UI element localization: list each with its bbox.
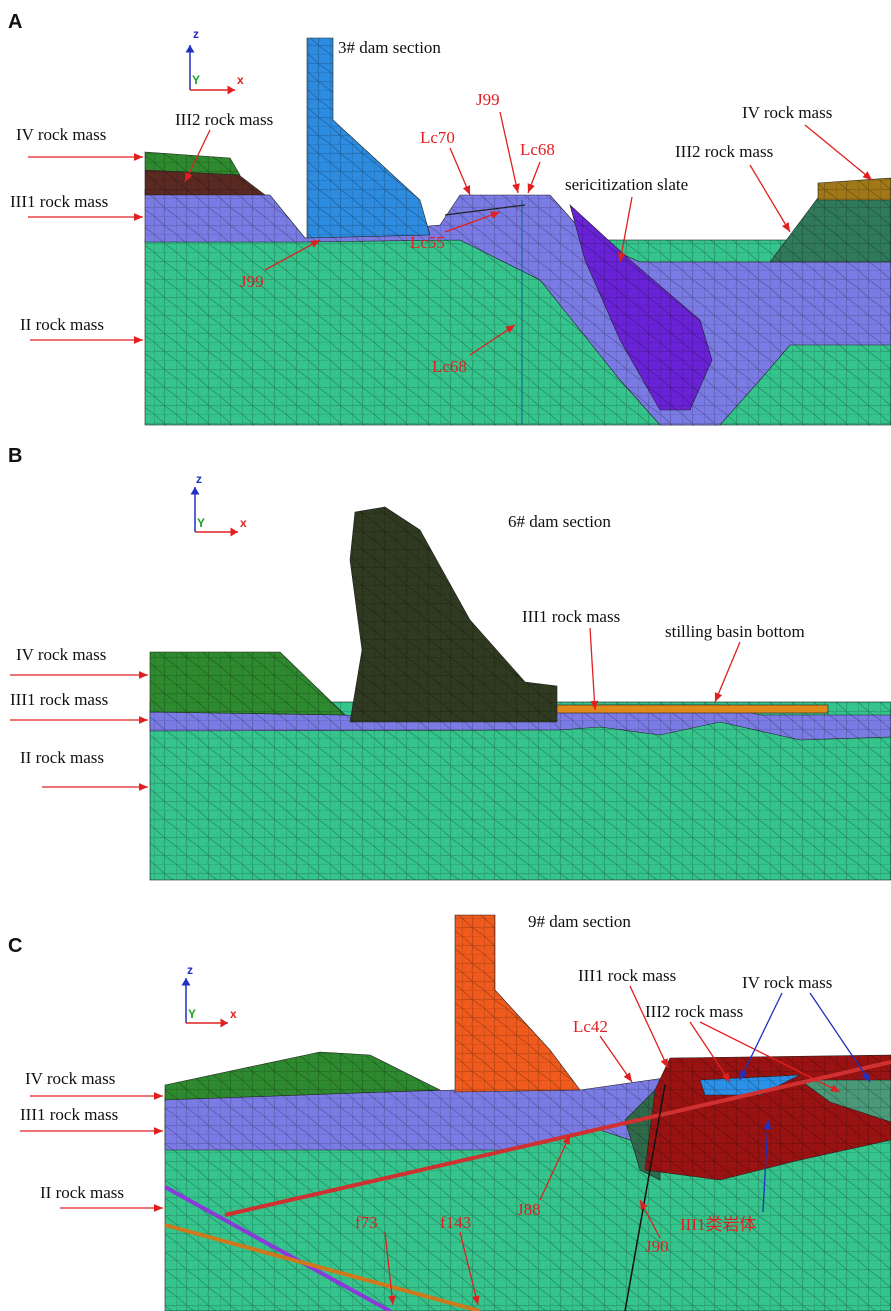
label: J90 [645,1237,669,1256]
label: IV rock mass [16,125,106,144]
panel-letter: A [8,11,22,33]
label: Lc55 [410,233,445,252]
axis-x: x [240,516,247,530]
panel-a: A z Y x 3# dam section IV rock mass III2… [8,11,891,425]
label: II rock mass [20,315,104,334]
panel-letter: B [8,445,22,467]
label: IV rock mass [742,103,832,122]
label: III2 rock mass [645,1002,743,1021]
label: III1 rock mass [20,1105,118,1124]
label: 9# dam section [528,912,631,931]
mesh [818,178,891,200]
label: J88 [517,1200,541,1219]
mesh [307,38,430,238]
label: Lc70 [420,128,455,147]
axis-y: Y [188,1007,196,1021]
axis-y: Y [197,516,205,530]
axis-y: Y [192,73,200,87]
panel-letter: C [8,935,22,957]
label: II rock mass [40,1183,124,1202]
figure: A z Y x 3# dam section IV rock mass III2… [0,0,891,1311]
label: f73 [355,1213,378,1232]
axis-x: x [237,73,244,87]
label: 6# dam section [508,512,611,531]
mesh [145,170,265,195]
label: f143 [440,1213,471,1232]
label: III1 rock mass [10,690,108,709]
panel-b: B z Y x 6# dam section IV rock mass III1… [8,445,891,880]
label: Lc68 [520,140,555,159]
label: III1 rock mass [522,607,620,626]
label: IV rock mass [25,1069,115,1088]
label: sericitization slate [565,175,688,194]
label: Lc68 [432,357,467,376]
label: IV rock mass [16,645,106,664]
label: III1 rock mass [578,966,676,985]
label: J99 [476,90,500,109]
label: IV rock mass [742,973,832,992]
mesh [455,915,580,1092]
mesh [150,652,345,715]
axis-z: z [187,963,193,977]
axis-x: x [230,1007,237,1021]
label: III1类岩体 [680,1215,756,1234]
label: stilling basin bottom [665,622,805,641]
label: Lc42 [573,1017,608,1036]
label: J99 [240,272,264,291]
label: II rock mass [20,748,104,767]
axis-z: z [196,472,202,486]
panel-c: C z Y x 9# dam section III1 rock mass IV… [8,912,891,1311]
stilling-basin [557,705,828,713]
label: III2 rock mass [675,142,773,161]
label: 3# dam section [338,38,441,57]
label: III2 rock mass [175,110,273,129]
label: III1 rock mass [10,192,108,211]
axis-z: z [193,27,199,41]
